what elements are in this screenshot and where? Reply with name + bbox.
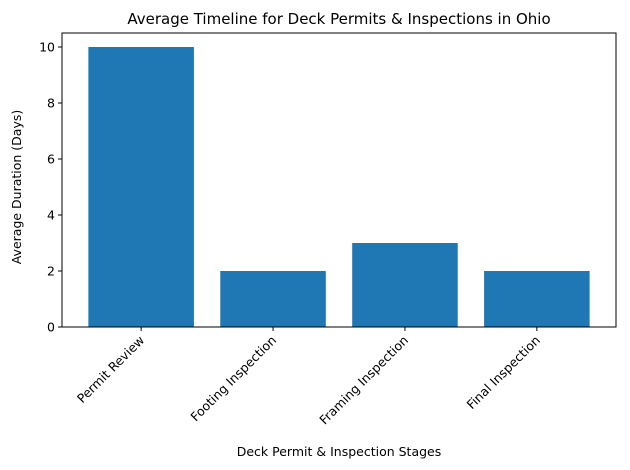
x-axis: Permit Review Footing Inspection Framing I… bbox=[74, 327, 543, 427]
bar-permit-review bbox=[88, 47, 194, 327]
y-tick-label: 0 bbox=[47, 320, 55, 335]
chart-title: Average Timeline for Deck Permits & Insp… bbox=[127, 10, 550, 28]
x-axis-label: Deck Permit & Inspection Stages bbox=[237, 444, 442, 459]
y-tick-label: 2 bbox=[47, 264, 55, 279]
y-axis-label: Average Duration (Days) bbox=[9, 110, 24, 265]
bar-footing-inspection bbox=[220, 271, 326, 327]
bars-group bbox=[88, 47, 590, 327]
y-tick-label: 6 bbox=[47, 152, 55, 167]
y-tick-label: 8 bbox=[47, 96, 55, 111]
x-tick-label: Footing Inspection bbox=[187, 333, 279, 425]
y-tick-label: 4 bbox=[47, 208, 55, 223]
x-tick-label: Framing Inspection bbox=[316, 333, 411, 428]
x-tick-label: Final Inspection bbox=[464, 333, 543, 412]
x-tick-label: Permit Review bbox=[74, 333, 147, 406]
y-axis: 0 2 4 6 8 10 bbox=[39, 40, 62, 335]
bar-final-inspection bbox=[484, 271, 590, 327]
bar-framing-inspection bbox=[352, 243, 458, 327]
y-tick-label: 10 bbox=[39, 40, 55, 55]
plot-frame bbox=[61, 32, 617, 328]
